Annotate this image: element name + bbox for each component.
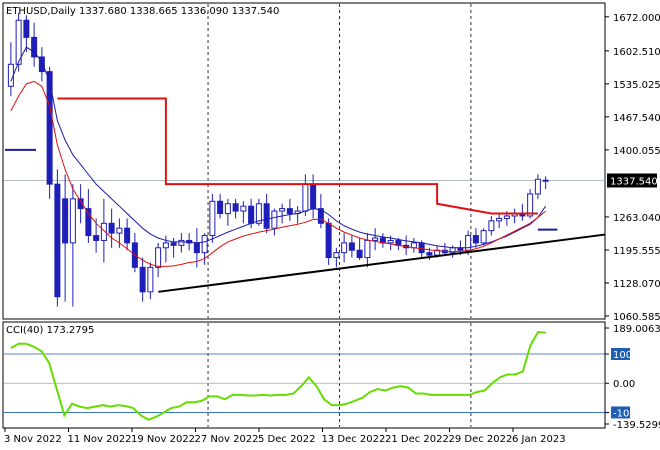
candle-body: [286, 208, 293, 215]
candle-body: [503, 215, 510, 219]
candle-body: [488, 220, 495, 232]
candle-body: [77, 198, 84, 210]
candle-body: [271, 210, 278, 229]
candle-body: [201, 235, 208, 254]
candle-body: [116, 227, 123, 234]
candle-body: [38, 56, 45, 73]
cci-header: CCI(40) 173.2795: [6, 325, 94, 336]
candle-body: [240, 205, 247, 212]
candle-body: [7, 63, 14, 87]
candle-body: [356, 249, 363, 259]
y-tick-label: 1672.000: [613, 13, 660, 24]
price-pane: [2, 2, 606, 320]
cci-level-tag: [611, 348, 630, 361]
candle-body: [542, 179, 549, 182]
candle-body: [23, 19, 30, 38]
cci-level-tag: [611, 406, 630, 419]
candle-body: [193, 242, 200, 254]
candle-body: [418, 242, 425, 254]
candle-body: [341, 242, 348, 254]
cci-axis: 189.0063 100 0.00 -100-139.5299: [605, 324, 660, 431]
candle-body: [54, 183, 61, 298]
x-tick-label: 13 Dec 2022: [322, 434, 386, 445]
candle-body: [263, 203, 270, 229]
cci-tick-label: 189.0063: [613, 324, 660, 335]
candle-body: [325, 222, 332, 259]
y-tick-label: 1535.025: [613, 80, 660, 91]
candle-body: [108, 222, 115, 234]
candle-body: [93, 235, 100, 241]
candle-body: [124, 227, 131, 244]
candle-body: [310, 183, 317, 210]
ma-blue-line: [10, 46, 547, 249]
candle-body: [426, 252, 433, 256]
candle-body: [302, 183, 309, 212]
candle-body: [410, 242, 417, 249]
x-tick-label: 19 Nov 2022: [131, 434, 195, 445]
candle-body: [162, 242, 169, 249]
x-tick-label: 5 Dec 2022: [258, 434, 316, 445]
candle-body: [217, 200, 224, 215]
candle-body: [209, 200, 216, 237]
candle-body: [100, 222, 107, 241]
candle-body: [155, 247, 162, 268]
candle-body: [255, 203, 262, 224]
candle-body: [139, 266, 146, 293]
y-tick-label: 1060.585: [613, 312, 660, 323]
trendline: [158, 233, 606, 293]
x-tick-label: 21 Dec 2022: [385, 434, 449, 445]
candle-body: [480, 230, 487, 244]
x-tick-label: 29 Dec 2022: [449, 434, 513, 445]
cci-line: [10, 331, 546, 421]
cci-tick-label: 0.00: [613, 379, 635, 390]
candle-body: [178, 239, 185, 246]
price-tag: 1337.540: [610, 176, 658, 187]
x-tick-label: 6 Jan 2023: [512, 434, 566, 445]
stop-line: [57, 97, 538, 215]
candle-body: [387, 239, 394, 244]
plot-marks: [5, 12, 606, 421]
candle-body: [279, 208, 286, 212]
ma-red-line: [10, 80, 546, 267]
cci-tick-label: -139.5299: [613, 420, 660, 431]
candle-body: [170, 242, 177, 246]
candle-body: [248, 205, 255, 224]
chart-header: ETHUSD,Daily 1337.680 1338.665 1336.090 …: [6, 6, 279, 17]
cci-tick-label: -100: [613, 408, 636, 419]
cci-tick-label: 100: [613, 350, 632, 361]
y-tick-label: 1467.540: [613, 113, 660, 124]
candle-body: [147, 266, 154, 293]
candle-body: [232, 203, 239, 212]
y-tick-label: 1263.040: [613, 213, 660, 224]
candle-body: [15, 19, 22, 65]
x-tick-label: 11 Nov 2022: [68, 434, 132, 445]
candle-body: [46, 71, 53, 185]
candle-body: [317, 208, 324, 224]
y-tick-label: 1128.070: [613, 279, 660, 290]
candle-body: [85, 208, 92, 237]
candle-body: [224, 203, 231, 215]
candle-body: [31, 36, 38, 58]
price-tag-bg: [607, 173, 657, 188]
price-axis: 1672.000 1602.510 1535.025 1467.540 1400.055…: [605, 13, 660, 323]
y-tick-label: 1602.510: [613, 47, 660, 58]
candle-body: [534, 178, 541, 195]
candle-body: [364, 239, 371, 259]
y-tick-label: 1195.555: [613, 246, 660, 257]
candle-body: [496, 217, 503, 222]
candle-body: [348, 242, 355, 251]
candle-body: [333, 252, 340, 259]
candle-body: [69, 198, 76, 244]
candle-body: [62, 198, 69, 244]
candle-body: [472, 235, 479, 244]
candle-body: [527, 193, 534, 217]
candle-body: [372, 237, 379, 241]
x-tick-label: 3 Nov 2022: [4, 434, 62, 445]
x-tick-label: 27 Nov 2022: [195, 434, 259, 445]
y-tick-label: 1400.055: [613, 146, 660, 157]
time-axis: 3 Nov 2022 11 Nov 2022 19 Nov 2022 27 Nov 2…: [4, 428, 566, 445]
